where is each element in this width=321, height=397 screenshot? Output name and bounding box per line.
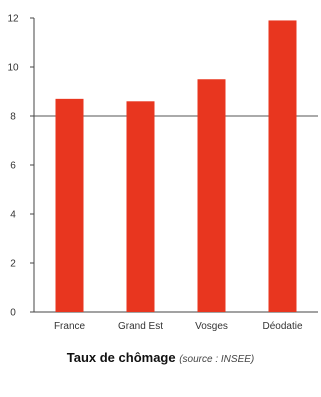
bar-vosges: [197, 79, 226, 312]
y-tick-label: 2: [10, 259, 16, 270]
bar-déodatie: [268, 20, 297, 312]
bar-france: [55, 98, 84, 312]
x-category-label: Grand Est: [118, 321, 163, 332]
chart-caption: Taux de chômage (source : INSEE): [0, 350, 321, 365]
y-tick-label: 6: [10, 161, 16, 172]
y-tick-label: 4: [10, 210, 16, 221]
x-category-label: Vosges: [195, 321, 228, 332]
chart-source: (source : INSEE): [179, 354, 255, 365]
y-tick-label: 12: [7, 14, 19, 25]
y-tick-label: 8: [10, 112, 16, 123]
x-category-label: Déodatie: [262, 321, 302, 332]
x-category-label: France: [54, 321, 86, 332]
chart-title: Taux de chômage: [66, 350, 176, 365]
bar-grand-est: [126, 101, 155, 312]
y-tick-label: 0: [10, 308, 16, 319]
y-tick-label: 10: [7, 63, 19, 74]
